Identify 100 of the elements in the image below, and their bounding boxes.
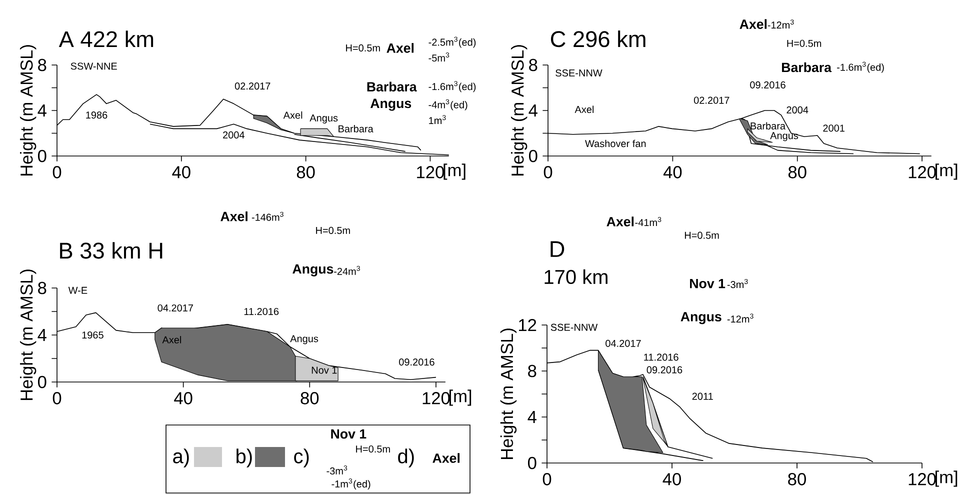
text: -3m$^{3}$: [727, 279, 748, 288]
annotation: Axel: [162, 336, 182, 344]
annotation: 04.2017: [606, 340, 641, 347]
annotation: -1.6m$^{3}$(ed): [837, 62, 884, 73]
y-tick-label: 4: [528, 411, 536, 423]
text: Angus: [292, 264, 334, 276]
annotation: 11.2016: [244, 308, 279, 316]
y-axis-title: Height (m AMSL): [20, 270, 36, 400]
annotation: Nov 1: [312, 366, 337, 374]
annotation: Barbara: [782, 62, 832, 72]
x-tick-label: 0: [544, 166, 552, 178]
annotation: Angus: [370, 98, 412, 111]
annotation: Angus: [310, 114, 338, 124]
annotation: W-E: [68, 286, 88, 294]
annotation: Barbara: [338, 125, 374, 132]
y-tick-label: 0: [528, 150, 538, 162]
x-tick-label: 120: [417, 166, 444, 178]
annotation: -1.6m$^{3}$(ed): [428, 81, 476, 92]
annotation: 09.2016: [399, 358, 434, 366]
annotation: 2001: [823, 124, 844, 132]
text: Axel: [432, 453, 460, 463]
annotation: 2004: [786, 106, 808, 114]
text: a): [173, 448, 189, 468]
text: H=0.5m: [316, 226, 350, 234]
chart-title: D: [550, 241, 564, 257]
x-tick-label: 0: [52, 392, 62, 404]
text: -2.5m$^{3}$(ed): [428, 36, 476, 48]
x-tick-label: 0: [542, 473, 552, 486]
annotation: Axel: [283, 111, 302, 119]
chart-subtitle: 170 km: [544, 269, 608, 284]
annotation: 1965: [82, 331, 104, 339]
y-tick-label: 4: [38, 104, 46, 116]
y-tick-label: 4: [528, 104, 538, 116]
annotation: SSE-NNW: [550, 324, 598, 331]
annotation: Barbara: [750, 122, 786, 130]
y-axis-title: Height (m AMSL): [20, 45, 36, 176]
x-tick-label: 0: [52, 166, 62, 178]
text: d): [398, 448, 414, 468]
y-tick-label: 0: [528, 456, 536, 470]
y-axis-title: Height (m AMSL): [500, 328, 517, 460]
text: c): [294, 448, 309, 468]
text: Axel: [740, 19, 767, 29]
annotation: SSW-NNE: [70, 62, 117, 70]
annotation: 09.2016: [646, 366, 682, 374]
x-tick-label: 40: [663, 166, 682, 178]
annotation: 04.2017: [158, 304, 193, 312]
annotation: Angus: [290, 335, 318, 344]
text: H=0.5m: [346, 44, 380, 52]
annotation: SSE-NNW: [556, 69, 602, 77]
text: H=0.5m: [684, 232, 719, 239]
text: Axel: [220, 211, 248, 222]
text: H=0.5m: [356, 445, 390, 453]
x-tick-label: 40: [172, 166, 190, 178]
x-axis-title: [m]: [936, 164, 958, 180]
x-axis-title: [m]: [444, 164, 466, 180]
annotation: 02.2017: [234, 82, 270, 90]
y-tick-label: 12: [519, 318, 536, 332]
x-tick-label: 80: [296, 166, 315, 178]
chart-title: A 422 km: [58, 30, 154, 48]
x-tick-label: 120: [908, 473, 936, 486]
annotation: 02.2017: [694, 96, 730, 104]
x-tick-label: 40: [174, 392, 192, 404]
chart-title: B 33 km H: [60, 242, 162, 259]
text: H=0.5m: [787, 40, 822, 47]
text: -24m$^{3}$: [334, 266, 360, 275]
annotation: 2011: [692, 392, 713, 400]
y-tick-label: 8: [38, 58, 46, 72]
text: Axel: [606, 216, 634, 226]
text: b): [236, 448, 252, 468]
annotation: -4m$^{3}$(ed): [428, 99, 468, 110]
text: -3m$^{3}$: [326, 465, 348, 475]
annotation: Axel: [574, 106, 594, 114]
annotation: 2004: [223, 131, 244, 139]
x-tick-label: 80: [788, 166, 806, 178]
annotation: Washover fan: [585, 140, 646, 148]
x-tick-label: 80: [300, 392, 319, 404]
annotation: Barbara: [367, 82, 417, 92]
annotation: 09.2016: [750, 81, 786, 88]
chart-title: C 296 km: [550, 30, 646, 48]
text: Axel: [386, 43, 414, 53]
x-axis-title: [m]: [449, 390, 472, 406]
text: -146m$^{3}$: [252, 212, 284, 221]
x-tick-label: 120: [422, 392, 450, 404]
text: -1m$^{3}$(ed): [332, 478, 370, 490]
x-axis-title: [m]: [936, 470, 958, 487]
y-tick-label: 0: [38, 376, 46, 388]
y-tick-label: 8: [528, 364, 536, 378]
text: -12m$^{3}$: [768, 20, 794, 29]
annotation: Angus: [770, 132, 798, 142]
y-tick-label: 8: [529, 58, 538, 72]
text: -5m$^{3}$: [428, 52, 450, 62]
annotation: 1986: [86, 112, 108, 119]
text: Nov 1: [690, 278, 726, 288]
text: Angus: [680, 312, 722, 324]
text: -12m$^{3}$: [727, 314, 754, 323]
y-tick-label: 4: [38, 329, 46, 341]
x-tick-label: 80: [788, 473, 806, 486]
y-tick-label: 0: [38, 150, 46, 162]
text: -41m$^{3}$: [635, 217, 662, 226]
annotation: 11.2016: [644, 354, 678, 361]
